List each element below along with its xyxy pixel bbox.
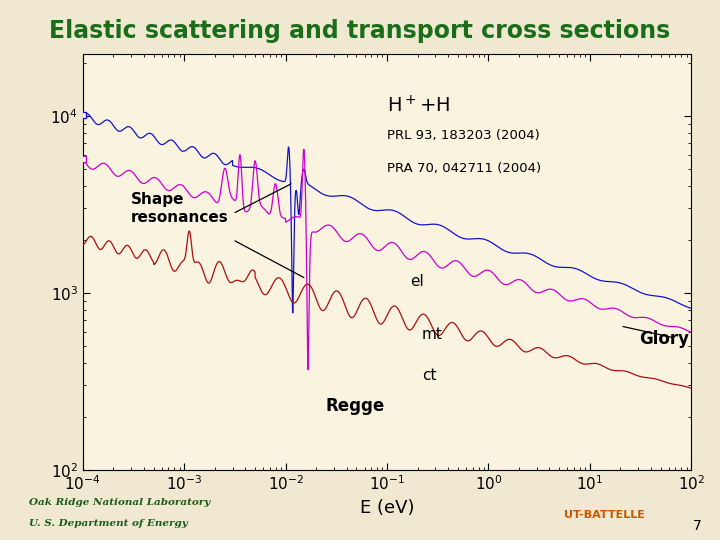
Text: Elastic scattering and transport cross sections: Elastic scattering and transport cross s… — [50, 19, 670, 43]
X-axis label: E (eV): E (eV) — [360, 499, 414, 517]
Text: Glory: Glory — [639, 330, 689, 348]
Text: ct: ct — [422, 368, 436, 383]
Text: el: el — [410, 274, 424, 288]
Text: Shape
resonances: Shape resonances — [131, 192, 229, 225]
Text: 7: 7 — [693, 519, 702, 534]
Text: PRA 70, 042711 (2004): PRA 70, 042711 (2004) — [387, 162, 541, 175]
Text: H$^+$+H: H$^+$+H — [387, 96, 450, 117]
Text: U. S. Department of Energy: U. S. Department of Energy — [29, 519, 187, 529]
Text: UT-BATTELLE: UT-BATTELLE — [564, 510, 645, 521]
Text: Oak Ridge National Laboratory: Oak Ridge National Laboratory — [29, 498, 210, 507]
Text: mt: mt — [422, 327, 443, 342]
Text: PRL 93, 183203 (2004): PRL 93, 183203 (2004) — [387, 129, 540, 142]
Text: Regge: Regge — [326, 397, 385, 415]
